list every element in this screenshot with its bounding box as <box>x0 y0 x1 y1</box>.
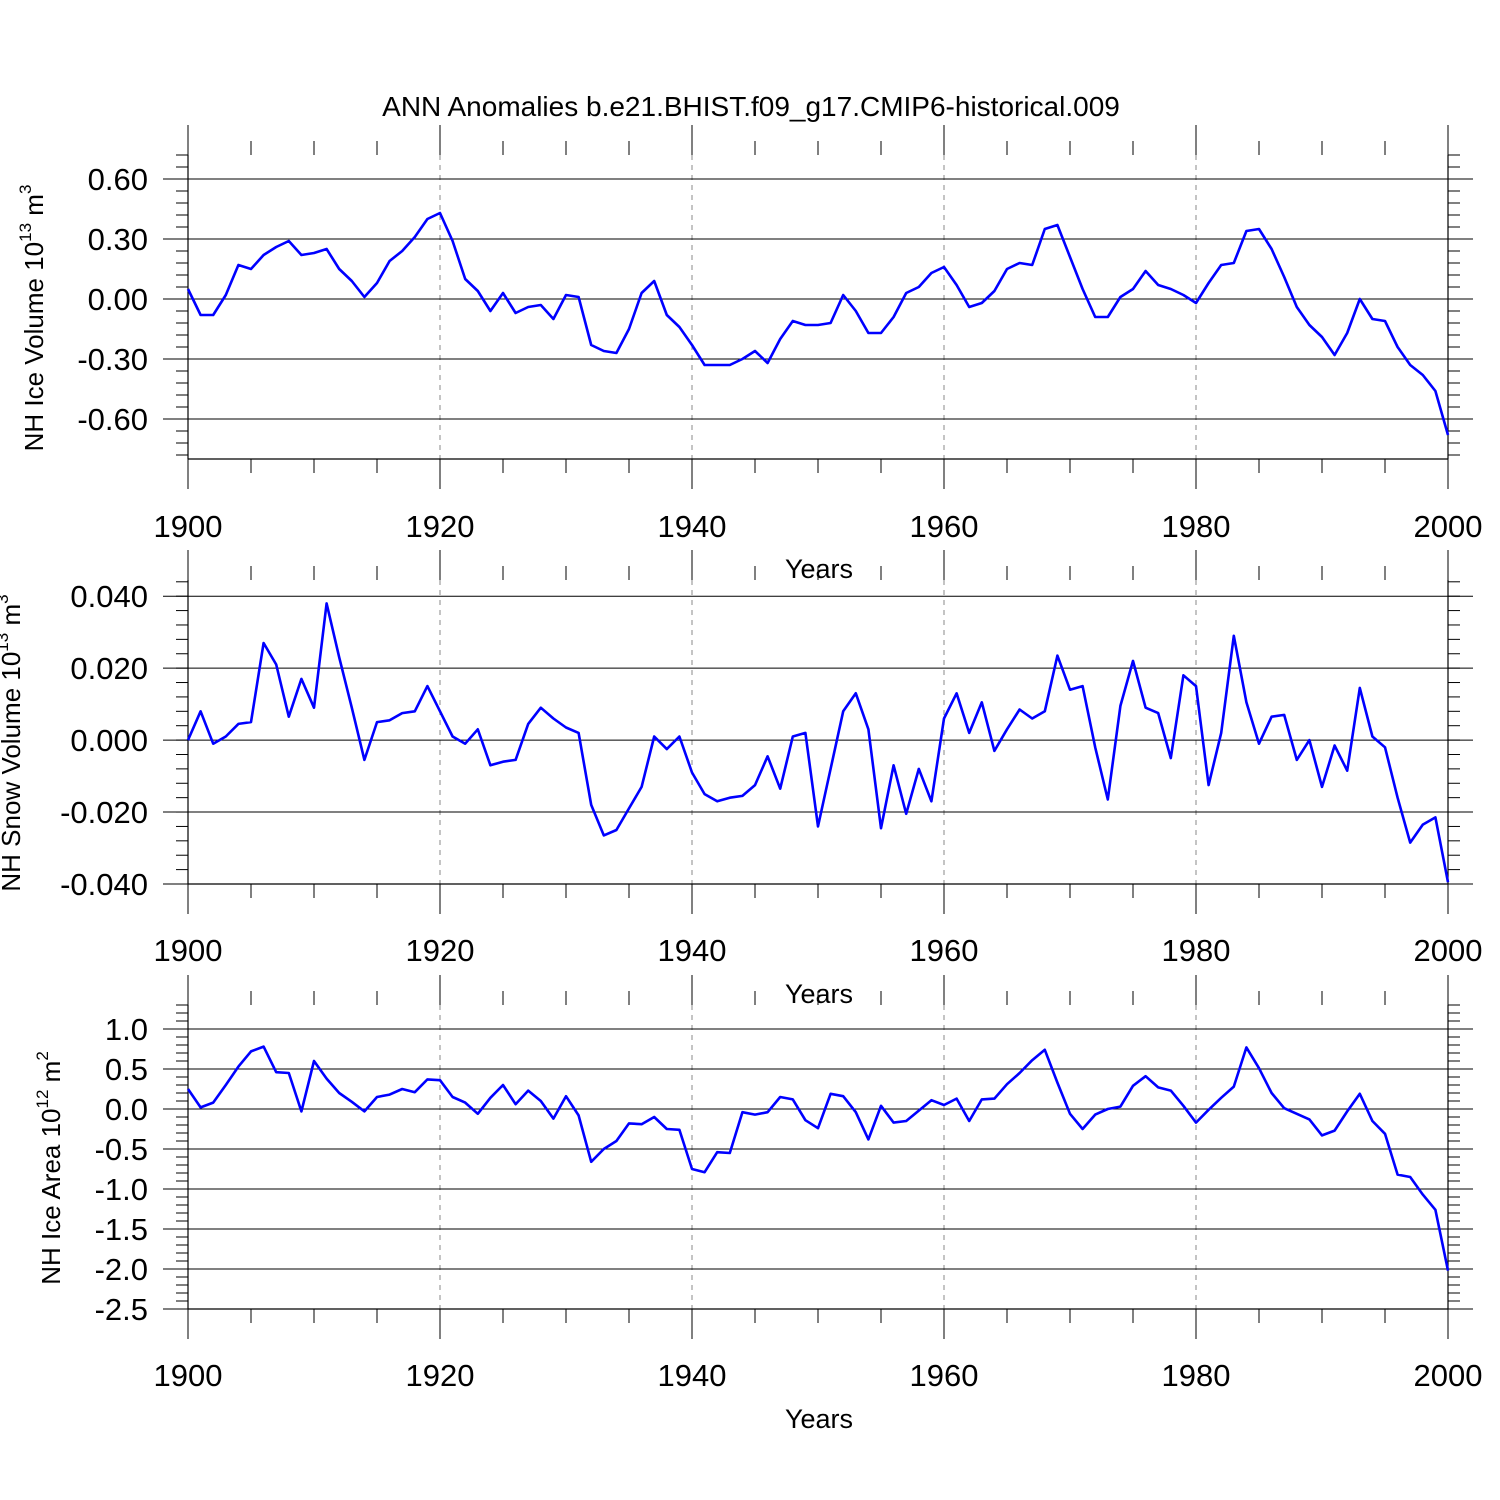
y-label-unit-exponent: 3 <box>0 594 12 603</box>
y-axis-label: NH Ice Volume 1013 m3 <box>16 185 49 452</box>
y-tick-label: -1.0 <box>95 1172 148 1207</box>
series-line <box>186 1045 1450 1271</box>
y-tick-label: -0.30 <box>77 342 148 377</box>
y-tick-label: 1.0 <box>105 1012 148 1047</box>
x-tick-label: 1960 <box>910 933 979 968</box>
y-label-main: NH Ice Volume 10 <box>19 242 49 452</box>
figure-title: ANN Anomalies b.e21.BHIST.f09_g17.CMIP6-… <box>382 91 1120 122</box>
x-tick-label: 1980 <box>1162 1358 1231 1393</box>
x-tick-label: 1980 <box>1162 933 1231 968</box>
y-tick-label: -1.5 <box>95 1212 148 1247</box>
x-tick-label: 2000 <box>1414 509 1483 544</box>
y-label-unit: m <box>19 194 49 223</box>
y-label-unit-exponent: 3 <box>16 185 35 194</box>
y-label-unit: m <box>0 604 26 633</box>
x-tick-label: 1940 <box>658 933 727 968</box>
x-axis-label: Years <box>785 979 853 1009</box>
y-tick-label: 0.60 <box>88 162 148 197</box>
x-tick-label: 1960 <box>910 509 979 544</box>
x-axis-label: Years <box>785 554 853 584</box>
chart-panel-1: 0.60 0.30 0.00 -0.30 -0.60 1900 1920 1940 1960 19… <box>16 125 1482 584</box>
x-tick-label: 1940 <box>658 509 727 544</box>
x-tick-label: 1900 <box>154 933 223 968</box>
y-tick-label: -0.040 <box>60 867 148 902</box>
y-tick-label: 0.040 <box>70 579 148 614</box>
y-label-exponent: 13 <box>16 223 35 242</box>
x-tick-label: 1900 <box>154 1358 223 1393</box>
x-tick-label: 1920 <box>406 933 475 968</box>
y-label-unit: m <box>36 1061 66 1090</box>
y-tick-label: 0.000 <box>70 723 148 758</box>
y-tick-label: -0.020 <box>60 795 148 830</box>
x-tick-label: 1940 <box>658 1358 727 1393</box>
x-tick-label: 1920 <box>406 1358 475 1393</box>
y-label-main: NH Snow Volume 10 <box>0 652 26 892</box>
x-tick-label: 1980 <box>1162 509 1231 544</box>
y-axis-label: NH Snow Volume 1013 m3 <box>0 594 26 891</box>
y-tick-label: 0.30 <box>88 222 148 257</box>
x-tick-label: 2000 <box>1414 1358 1483 1393</box>
y-tick-label: -0.60 <box>77 402 148 437</box>
y-tick-label: 0.0 <box>105 1092 148 1127</box>
y-label-main: NH Ice Area 10 <box>36 1108 66 1284</box>
x-tick-label: 1900 <box>154 509 223 544</box>
series-line <box>186 211 1450 436</box>
y-label-exponent: 13 <box>0 633 12 652</box>
y-label-unit-exponent: 2 <box>33 1051 52 1060</box>
x-tick-label: 1960 <box>910 1358 979 1393</box>
y-tick-label: 0.020 <box>70 651 148 686</box>
y-tick-label: 0.5 <box>105 1052 148 1087</box>
x-tick-label: 1920 <box>406 509 475 544</box>
series-line <box>186 602 1450 883</box>
y-tick-label: -2.0 <box>95 1252 148 1287</box>
y-tick-label: 0.00 <box>88 282 148 317</box>
x-axis-label: Years <box>785 1404 853 1434</box>
y-tick-label: -2.5 <box>95 1292 148 1327</box>
x-tick-label: 2000 <box>1414 933 1483 968</box>
y-tick-label: -0.5 <box>95 1132 148 1167</box>
y-axis-label: NH Ice Area 1012 m2 <box>33 1051 66 1285</box>
y-label-exponent: 12 <box>33 1090 52 1109</box>
